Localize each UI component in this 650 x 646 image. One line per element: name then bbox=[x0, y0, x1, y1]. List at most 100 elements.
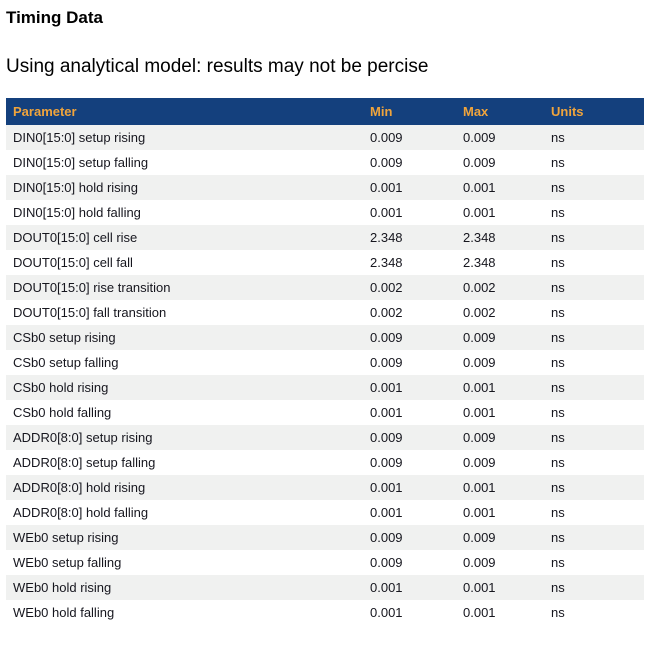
min-cell: 2.348 bbox=[370, 255, 403, 270]
units-cell: ns bbox=[551, 505, 565, 520]
table-row: DOUT0[15:0] cell rise 2.348 2.348 ns bbox=[6, 225, 644, 250]
min-cell: 0.009 bbox=[370, 430, 403, 445]
table-row: ADDR0[8:0] hold falling 0.001 0.001 ns bbox=[6, 500, 644, 525]
parameter-cell: DOUT0[15:0] fall transition bbox=[13, 305, 167, 320]
min-cell: 0.001 bbox=[370, 480, 403, 495]
max-cell: 0.009 bbox=[463, 130, 496, 145]
table-header-row: Parameter Min Max Units bbox=[6, 98, 644, 125]
max-cell: 0.001 bbox=[463, 180, 496, 195]
parameter-cell: ADDR0[8:0] hold falling bbox=[13, 505, 149, 520]
min-cell: 0.009 bbox=[370, 330, 403, 345]
table-row: ADDR0[8:0] hold rising 0.001 0.001 ns bbox=[6, 475, 644, 500]
min-cell: 0.009 bbox=[370, 155, 403, 170]
units-cell: ns bbox=[551, 455, 565, 470]
table-row: ADDR0[8:0] setup rising 0.009 0.009 ns bbox=[6, 425, 644, 450]
max-cell: 0.001 bbox=[463, 505, 496, 520]
column-header-max: Max bbox=[456, 98, 544, 125]
units-cell: ns bbox=[551, 380, 565, 395]
min-cell: 0.001 bbox=[370, 505, 403, 520]
parameter-cell: CSb0 setup falling bbox=[13, 355, 119, 370]
units-cell: ns bbox=[551, 580, 565, 595]
max-cell: 0.001 bbox=[463, 205, 496, 220]
units-cell: ns bbox=[551, 330, 565, 345]
table-row: DIN0[15:0] setup rising 0.009 0.009 ns bbox=[6, 125, 644, 150]
parameter-cell: WEb0 setup falling bbox=[13, 555, 122, 570]
max-cell: 0.002 bbox=[463, 305, 496, 320]
table-row: CSb0 hold rising 0.001 0.001 ns bbox=[6, 375, 644, 400]
min-cell: 0.001 bbox=[370, 605, 403, 620]
parameter-cell: DOUT0[15:0] cell rise bbox=[13, 230, 138, 245]
parameter-cell: ADDR0[8:0] setup rising bbox=[13, 430, 153, 445]
units-cell: ns bbox=[551, 355, 565, 370]
table-row: DOUT0[15:0] cell fall 2.348 2.348 ns bbox=[6, 250, 644, 275]
parameter-cell: ADDR0[8:0] hold rising bbox=[13, 480, 146, 495]
units-cell: ns bbox=[551, 230, 565, 245]
units-cell: ns bbox=[551, 180, 565, 195]
timing-data-table: Parameter Min Max Units DIN0[15:0] setup… bbox=[6, 98, 644, 625]
parameter-cell: WEb0 setup rising bbox=[13, 530, 119, 545]
min-cell: 0.002 bbox=[370, 305, 403, 320]
max-cell: 2.348 bbox=[463, 230, 496, 245]
timing-table-body: DIN0[15:0] setup rising 0.009 0.009 ns D… bbox=[6, 125, 644, 625]
table-row: DIN0[15:0] hold falling 0.001 0.001 ns bbox=[6, 200, 644, 225]
max-cell: 0.009 bbox=[463, 555, 496, 570]
min-cell: 0.009 bbox=[370, 455, 403, 470]
column-header-units: Units bbox=[544, 98, 644, 125]
table-row: DOUT0[15:0] fall transition 0.002 0.002 … bbox=[6, 300, 644, 325]
parameter-cell: CSb0 hold rising bbox=[13, 380, 109, 395]
parameter-cell: CSb0 setup rising bbox=[13, 330, 116, 345]
min-cell: 0.001 bbox=[370, 205, 403, 220]
units-cell: ns bbox=[551, 480, 565, 495]
max-cell: 0.001 bbox=[463, 605, 496, 620]
min-cell: 0.001 bbox=[370, 180, 403, 195]
units-cell: ns bbox=[551, 305, 565, 320]
column-header-min: Min bbox=[363, 98, 456, 125]
max-cell: 0.001 bbox=[463, 405, 496, 420]
units-cell: ns bbox=[551, 280, 565, 295]
parameter-cell: WEb0 hold falling bbox=[13, 605, 115, 620]
units-cell: ns bbox=[551, 130, 565, 145]
units-cell: ns bbox=[551, 430, 565, 445]
max-cell: 0.009 bbox=[463, 155, 496, 170]
table-row: CSb0 setup falling 0.009 0.009 ns bbox=[6, 350, 644, 375]
min-cell: 0.001 bbox=[370, 405, 403, 420]
max-cell: 0.009 bbox=[463, 530, 496, 545]
max-cell: 2.348 bbox=[463, 255, 496, 270]
parameter-cell: DIN0[15:0] hold rising bbox=[13, 180, 139, 195]
page-title: Timing Data bbox=[6, 8, 103, 27]
table-row: WEb0 setup falling 0.009 0.009 ns bbox=[6, 550, 644, 575]
table-row: WEb0 hold falling 0.001 0.001 ns bbox=[6, 600, 644, 625]
max-cell: 0.009 bbox=[463, 430, 496, 445]
min-cell: 0.001 bbox=[370, 580, 403, 595]
units-cell: ns bbox=[551, 155, 565, 170]
max-cell: 0.009 bbox=[463, 455, 496, 470]
units-cell: ns bbox=[551, 405, 565, 420]
table-row: CSb0 hold falling 0.001 0.001 ns bbox=[6, 400, 644, 425]
parameter-cell: DIN0[15:0] setup falling bbox=[13, 155, 149, 170]
max-cell: 0.001 bbox=[463, 580, 496, 595]
min-cell: 0.009 bbox=[370, 355, 403, 370]
parameter-cell: CSb0 hold falling bbox=[13, 405, 112, 420]
table-row: DIN0[15:0] hold rising 0.001 0.001 ns bbox=[6, 175, 644, 200]
parameter-cell: DOUT0[15:0] rise transition bbox=[13, 280, 171, 295]
units-cell: ns bbox=[551, 205, 565, 220]
table-row: WEb0 hold rising 0.001 0.001 ns bbox=[6, 575, 644, 600]
table-row: DOUT0[15:0] rise transition 0.002 0.002 … bbox=[6, 275, 644, 300]
min-cell: 0.002 bbox=[370, 280, 403, 295]
units-cell: ns bbox=[551, 605, 565, 620]
units-cell: ns bbox=[551, 555, 565, 570]
column-header-parameter: Parameter bbox=[6, 98, 363, 125]
units-cell: ns bbox=[551, 255, 565, 270]
table-row: DIN0[15:0] setup falling 0.009 0.009 ns bbox=[6, 150, 644, 175]
max-cell: 0.001 bbox=[463, 380, 496, 395]
parameter-cell: WEb0 hold rising bbox=[13, 580, 112, 595]
min-cell: 0.009 bbox=[370, 130, 403, 145]
table-row: WEb0 setup rising 0.009 0.009 ns bbox=[6, 525, 644, 550]
parameter-cell: ADDR0[8:0] setup falling bbox=[13, 455, 156, 470]
min-cell: 0.009 bbox=[370, 530, 403, 545]
parameter-cell: DIN0[15:0] setup rising bbox=[13, 130, 146, 145]
table-row: CSb0 setup rising 0.009 0.009 ns bbox=[6, 325, 644, 350]
min-cell: 0.001 bbox=[370, 380, 403, 395]
parameter-cell: DOUT0[15:0] cell fall bbox=[13, 255, 133, 270]
